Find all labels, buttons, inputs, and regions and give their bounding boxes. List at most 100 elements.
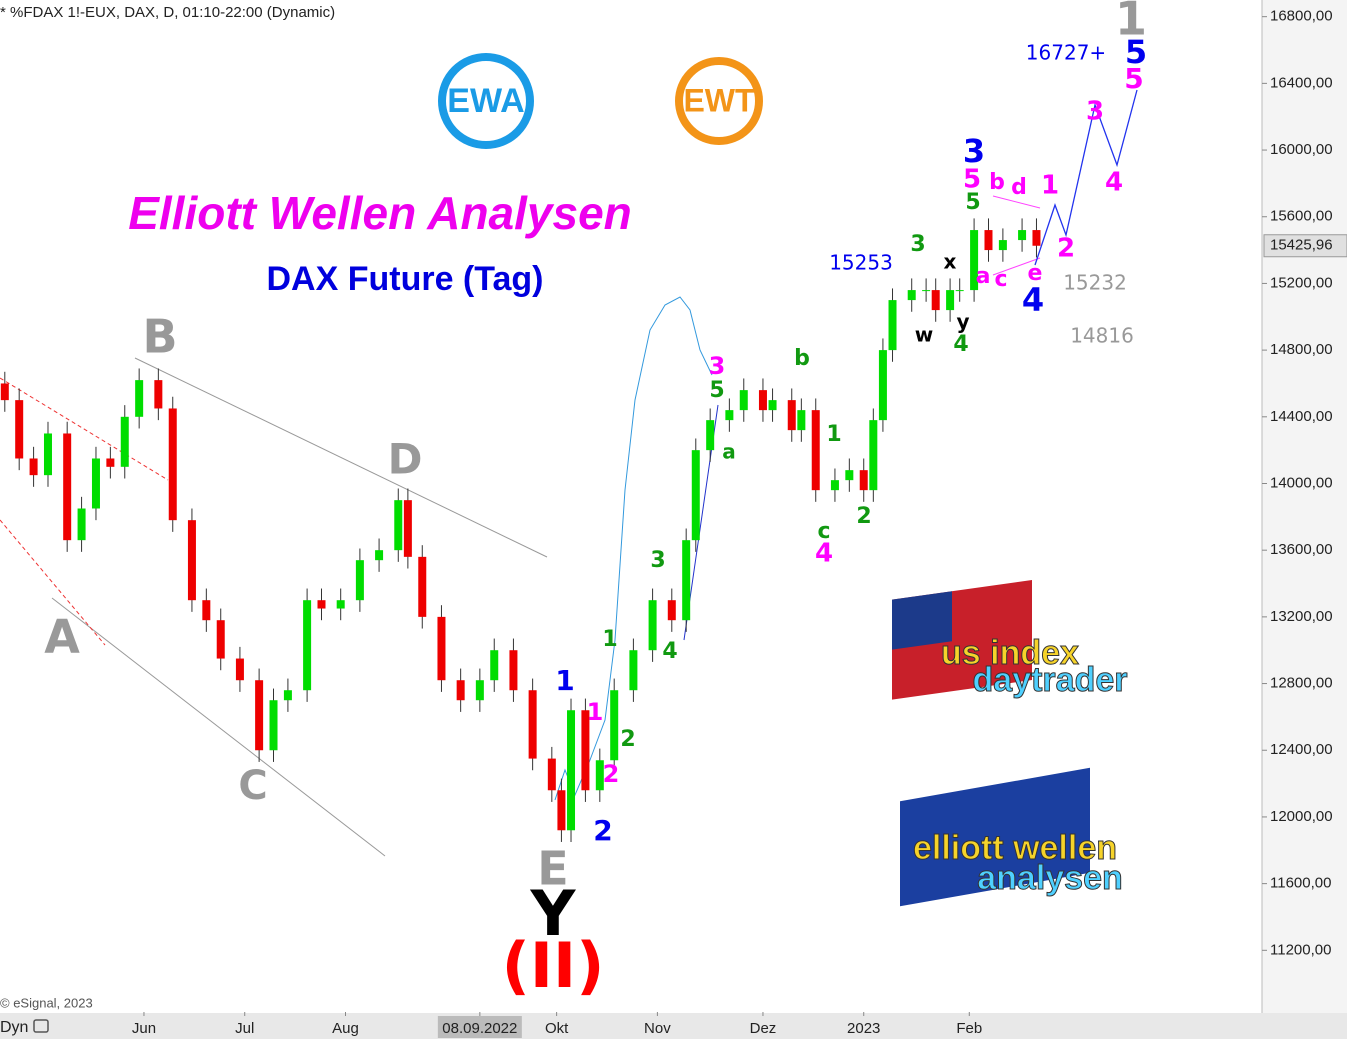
wave-label: 4 (1105, 168, 1123, 198)
candle-body (269, 700, 278, 751)
candle-body (120, 416, 129, 467)
candle-body (888, 300, 897, 351)
wave-label: 4 (953, 332, 968, 357)
candle-body (418, 556, 427, 617)
wave-label: A (44, 610, 80, 664)
x-tick-label: 08.09.2022 (442, 1020, 517, 1037)
candle-body (255, 680, 264, 751)
candle-body (706, 420, 715, 451)
x-axis-panel (0, 1013, 1347, 1039)
ewa-logo (438, 53, 534, 149)
candle-body (758, 390, 767, 411)
flag-canton (892, 591, 952, 650)
y-tick-label: 16400,00 (1270, 74, 1333, 91)
y-tick-label: 14400,00 (1270, 408, 1333, 425)
header: * %FDAX 1!-EUX, DAX, D, 01:10-22:00 (Dyn… (0, 4, 335, 21)
wave-label: c (994, 267, 1007, 292)
y-tick-label: 16000,00 (1270, 141, 1333, 158)
wave-label: 4 (662, 639, 677, 664)
wave-label: 4 (1022, 281, 1044, 319)
candle-body (768, 400, 777, 411)
trend-lines (0, 89, 1138, 857)
candles (0, 218, 1041, 842)
wave-label: 2 (856, 504, 871, 529)
wave-label: 1 (1041, 171, 1059, 201)
candle-body (1018, 230, 1027, 241)
brand-text: analysen (977, 859, 1123, 897)
candle-body (547, 758, 556, 791)
wave-label: 2 (593, 814, 612, 847)
lock-icon (33, 1019, 49, 1033)
candle-body (235, 658, 244, 681)
wave-label: 3 (650, 548, 665, 573)
wave-label: 3 (910, 232, 925, 257)
x-tick-label: Jul (235, 1020, 254, 1037)
y-tick-label: 13600,00 (1270, 541, 1333, 558)
candle-body (394, 500, 403, 551)
wave-label: 1 (1115, 0, 1147, 46)
candle-body (787, 400, 796, 431)
candle-body (336, 600, 345, 609)
wave-label: B (142, 310, 177, 364)
price-note: 15253 (829, 251, 893, 275)
wave-label: 5 (709, 378, 724, 403)
wave-label: 2 (1057, 234, 1075, 264)
y-tick-label: 14000,00 (1270, 474, 1333, 491)
candle-body (0, 383, 9, 401)
y-tick-label: 13200,00 (1270, 608, 1333, 625)
candle-body (216, 620, 225, 659)
candle-body (955, 290, 964, 292)
y-tick-label: 16800,00 (1270, 8, 1333, 25)
brand-text: us index (941, 634, 1079, 672)
wave-label: 5 (1124, 62, 1143, 95)
price-note: 16727+ (1026, 41, 1106, 65)
wave-label: 5 (1125, 33, 1147, 71)
ewa-logo-text: EWA (447, 82, 524, 120)
wave-label: (II) (502, 929, 605, 1002)
wave-label: w (915, 323, 933, 347)
candle-body (29, 458, 38, 476)
candle-body (811, 410, 820, 491)
wave-label: 1 (555, 664, 574, 697)
candle-body (557, 790, 566, 831)
candle-body (135, 380, 144, 417)
wave-label: 1 (602, 627, 617, 652)
x-tick-highlight (437, 1016, 522, 1038)
y-tick-label: 14800,00 (1270, 341, 1333, 358)
ewa-brand: elliott wellen analysen (900, 767, 1123, 907)
y-tick-label: 12400,00 (1270, 741, 1333, 758)
flag (900, 767, 1090, 907)
y-tick-label: 12800,00 (1270, 675, 1333, 692)
candle-body (283, 690, 292, 701)
wave-label: 4 (815, 539, 833, 569)
candle-body (648, 600, 657, 651)
projection-line (1034, 89, 1138, 266)
candle-body (907, 290, 916, 301)
y-tick-label: 15200,00 (1270, 274, 1333, 291)
candle-body (830, 480, 839, 491)
us-brand: us index daytrader (892, 579, 1128, 700)
candle-body (595, 760, 604, 791)
wave-label: b (794, 346, 810, 371)
brand-text: daytrader (973, 661, 1128, 699)
indicator-line (554, 296, 713, 801)
candle-body (667, 600, 676, 621)
candle-body (187, 520, 196, 601)
wave-label: y (956, 310, 969, 334)
trend-line (0, 377, 169, 481)
candle-body (355, 560, 364, 601)
wave-label: 3 (963, 132, 985, 170)
candle-body (456, 680, 465, 701)
wave-label: a (722, 440, 736, 464)
price-note: 14816 (1070, 324, 1134, 348)
candle-body (43, 433, 52, 476)
candle-body (922, 290, 931, 292)
wave-label: 1 (826, 422, 841, 447)
trend-line (134, 357, 548, 558)
candle-body (490, 650, 499, 681)
candle-body (475, 680, 484, 701)
candle-body (797, 410, 806, 431)
trend-line (992, 257, 1041, 276)
